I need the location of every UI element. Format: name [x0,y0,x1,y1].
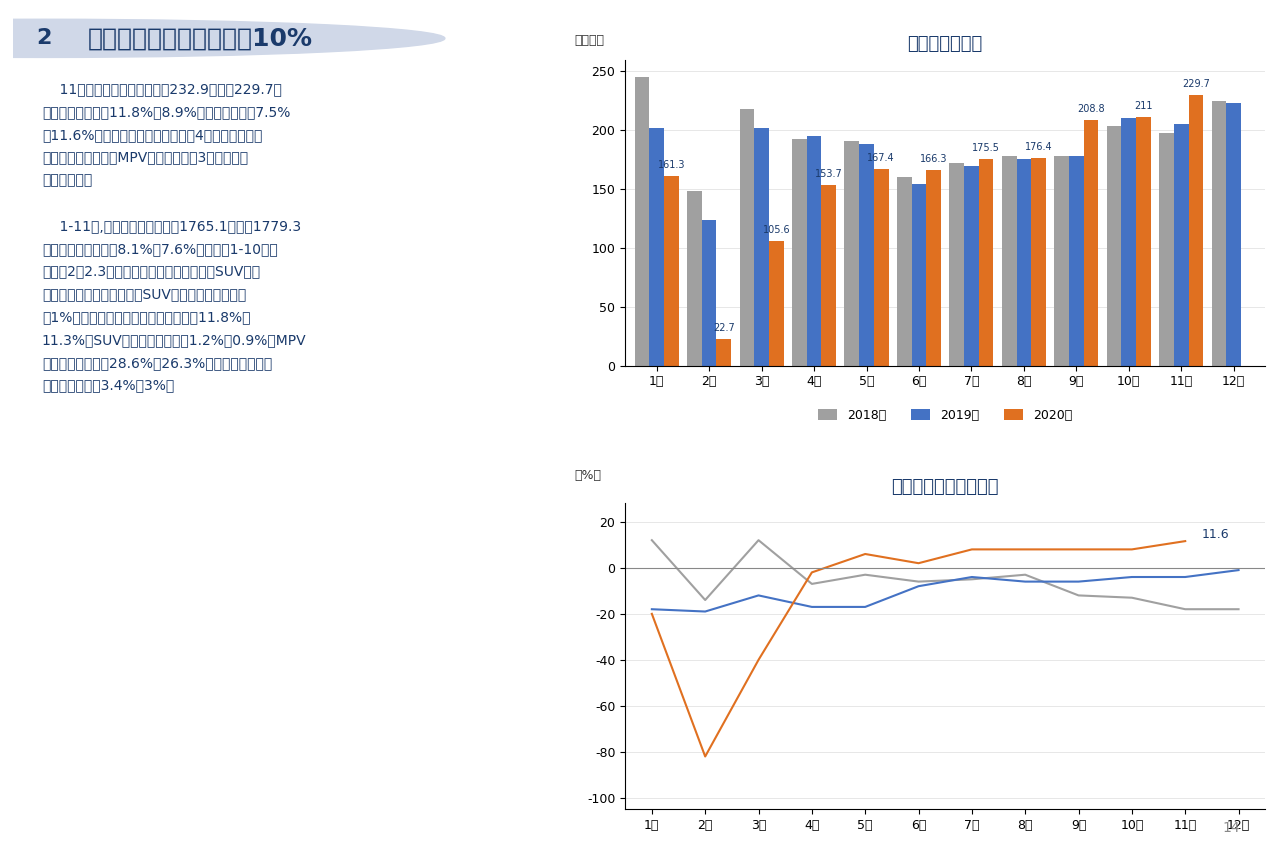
2020年 [698,751,713,762]
Title: 乘用车月度销量增长率: 乘用车月度销量增长率 [892,478,999,496]
2018年 [1125,593,1140,603]
2020年 [1177,536,1192,546]
Bar [665,176,679,366]
Text: 11.6: 11.6 [1201,528,1229,541]
Bar [1031,158,1045,366]
Bar [792,139,806,366]
2019年 [911,581,927,591]
2020年 [1125,544,1140,555]
2018年 [698,595,713,605]
2018年 [1177,604,1192,614]
2019年 [1071,577,1086,587]
Bar [1068,156,1084,366]
2019年 [804,602,819,612]
Bar [740,109,754,366]
Circle shape [0,20,445,57]
Text: 229.7: 229.7 [1182,79,1210,89]
Bar [1136,118,1151,366]
Bar [950,164,964,366]
Text: 167.4: 167.4 [868,153,895,163]
2018年 [858,570,873,580]
Bar [649,128,665,366]
2020年 [858,549,873,559]
2020年 [644,608,659,619]
Line: 2019年: 2019年 [652,570,1238,612]
2019年 [1231,565,1246,575]
2019年 [644,604,659,614]
Bar [1189,95,1204,366]
Bar [845,141,859,366]
Text: 22.7: 22.7 [713,323,735,333]
Bar [754,128,769,366]
2018年 [644,535,659,545]
Bar [822,185,836,366]
2018年 [1231,604,1246,614]
Bar [964,165,979,366]
2018年 [1071,590,1086,601]
2020年 [804,567,819,578]
Text: 176.4: 176.4 [1025,142,1052,153]
Bar [911,184,927,366]
2018年 [964,574,979,584]
Bar [769,241,783,366]
2018年 [1017,570,1033,580]
2019年 [698,607,713,617]
2020年 [751,654,767,665]
Text: 14: 14 [1222,821,1240,835]
Text: 105.6: 105.6 [763,226,790,235]
2020年 [1017,544,1033,555]
Text: 11月，乘用车产销分别完成232.9万辆和229.7万
辆，环比分别增长11.8%和8.9%，同比分别增长7.5%
和11.6%。从细分车型来看，销量中4类车型: 11月，乘用车产销分别完成232.9万辆和229.7万 辆，环比分别增长11.8… [42,82,307,393]
Title: 乘用车月度销量: 乘用车月度销量 [907,35,983,53]
2020年 [1071,544,1086,555]
2018年 [804,579,819,589]
Bar [1084,120,1098,366]
Bar [874,169,888,366]
Bar [1107,125,1122,366]
Text: 208.8: 208.8 [1077,104,1105,114]
2020年 [964,544,979,555]
Text: （%）: （%） [574,469,601,482]
Bar [1016,158,1031,366]
Bar [702,220,717,366]
2020年 [911,558,927,568]
Text: 175.5: 175.5 [973,143,1001,153]
Text: 2: 2 [36,28,52,49]
Text: 166.3: 166.3 [920,154,947,164]
Line: 2020年: 2020年 [652,541,1185,757]
Bar [979,159,993,366]
Line: 2018年: 2018年 [652,540,1238,609]
Bar [1159,133,1174,366]
2019年 [1177,572,1192,582]
Text: （万辆）: （万辆） [574,34,604,48]
Bar [1054,156,1068,366]
Bar [1002,156,1016,366]
Bar [806,136,822,366]
Bar [1227,103,1241,366]
Legend: 2018年, 2019年, 2020年: 2018年, 2019年, 2020年 [813,848,1077,852]
Legend: 2018年, 2019年, 2020年: 2018年, 2019年, 2020年 [813,404,1077,427]
Bar [859,144,874,366]
Bar [717,339,731,366]
Bar [897,177,911,366]
2019年 [1125,572,1140,582]
2019年 [964,572,979,582]
Text: 乘用车销量同比增长超过10%: 乘用车销量同比增长超过10% [88,26,313,50]
2018年 [911,577,927,587]
Bar [1174,124,1189,366]
Bar [1212,101,1227,366]
Bar [688,192,702,366]
2019年 [858,602,873,612]
2018年 [751,535,767,545]
2019年 [751,590,767,601]
Bar [1122,118,1136,366]
Bar [635,78,649,366]
2019年 [1017,577,1033,587]
Text: 153.7: 153.7 [815,169,842,179]
Text: 161.3: 161.3 [658,160,685,170]
Bar [927,170,941,366]
Text: 211: 211 [1135,101,1153,112]
